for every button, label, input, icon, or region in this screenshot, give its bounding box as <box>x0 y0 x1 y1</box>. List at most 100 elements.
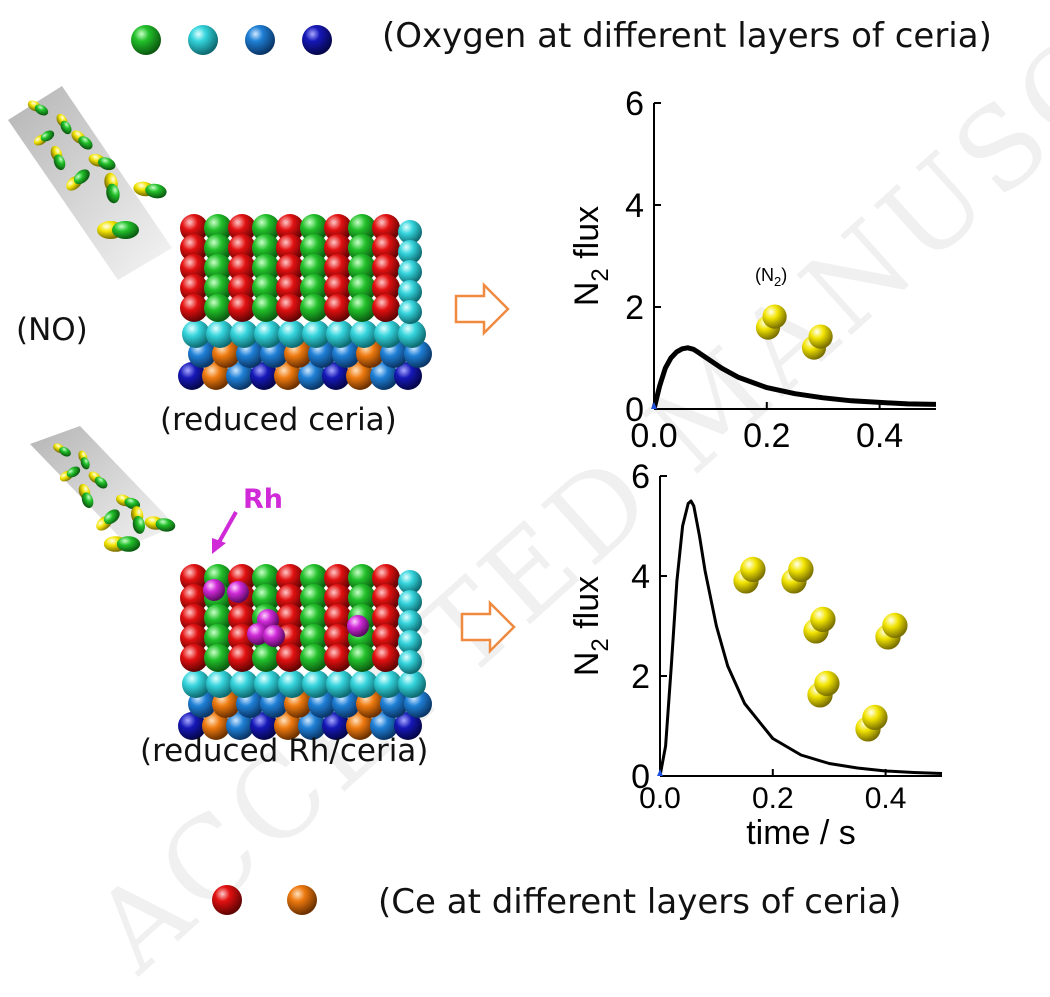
atom <box>204 294 232 322</box>
atom <box>372 294 400 322</box>
no-molecules-bottom <box>53 443 176 552</box>
atom <box>324 644 352 672</box>
atom <box>372 234 400 262</box>
origin-marker <box>657 769 663 776</box>
atom <box>274 362 302 390</box>
atom <box>276 254 304 282</box>
atom <box>300 214 328 242</box>
no-molecule-icon <box>59 466 81 482</box>
atom <box>324 294 352 322</box>
atom <box>398 260 422 284</box>
atom <box>394 712 422 740</box>
atom <box>398 280 422 304</box>
atom <box>326 670 354 698</box>
atom <box>206 320 234 348</box>
y-tick-label: 6 <box>631 458 650 496</box>
arrow-right-icon <box>460 599 516 655</box>
atom <box>300 254 328 282</box>
reduced-rh-ceria-label: (reduced Rh/ceria) <box>140 733 429 769</box>
y-tick-label: 4 <box>631 558 650 596</box>
atom <box>394 362 422 390</box>
no-molecule-icon <box>115 494 141 510</box>
ce-red-icon <box>212 885 242 915</box>
atom <box>348 274 376 302</box>
no-molecule-icon <box>33 130 55 146</box>
atom <box>180 214 208 242</box>
atom <box>230 670 258 698</box>
atom <box>348 254 376 282</box>
atom <box>180 294 208 322</box>
atom <box>300 584 328 612</box>
n2-molecule-label: (N2) <box>755 265 787 289</box>
atom <box>252 274 280 302</box>
atom <box>250 362 278 390</box>
n2-molecule-icon <box>755 304 787 340</box>
n2-flux-chart-bottom: 0 2 4 6 0.0 0.2 0.4 N2 flux time / s <box>568 458 943 852</box>
atom <box>300 294 328 322</box>
atom <box>204 234 232 262</box>
atom <box>302 320 330 348</box>
atom <box>350 670 378 698</box>
atom <box>302 670 330 698</box>
y-tick-label: 0 <box>625 391 644 429</box>
atom <box>370 362 398 390</box>
atom <box>276 584 304 612</box>
n2-molecule-icon <box>801 324 833 360</box>
atom <box>180 624 208 652</box>
no-molecule-icon <box>88 471 108 489</box>
atom <box>348 644 376 672</box>
atom <box>324 234 352 262</box>
oxygen-blue-icon <box>245 25 275 55</box>
atom <box>324 214 352 242</box>
no-molecule-icon <box>66 169 90 191</box>
y-tick-label: 6 <box>625 85 644 123</box>
atom <box>348 294 376 322</box>
x-tick-label: 0.2 <box>752 782 794 815</box>
atom <box>252 254 280 282</box>
n2-molecule-icon <box>803 606 836 644</box>
series-line <box>658 499 943 777</box>
atom <box>398 670 426 698</box>
atom <box>298 362 326 390</box>
atom <box>398 320 426 348</box>
atom <box>374 320 402 348</box>
n2-molecule-icon <box>875 612 908 650</box>
atom <box>398 240 422 264</box>
atom <box>372 274 400 302</box>
reduced-rh-ceria-slab <box>178 564 432 740</box>
atom <box>202 362 230 390</box>
arrow-right-icon <box>454 281 510 337</box>
atom <box>204 624 232 652</box>
no-molecule-icon <box>144 516 176 532</box>
atom <box>372 644 400 672</box>
no-molecule-icon <box>53 443 71 457</box>
atom <box>346 362 374 390</box>
y-tick-label: 0 <box>631 758 650 796</box>
atom <box>398 590 422 614</box>
atom <box>278 320 306 348</box>
chart-y-label: N2 flux <box>568 206 614 306</box>
oxygen-legend-icons <box>131 25 332 55</box>
atom <box>326 320 354 348</box>
y-tick-label: 2 <box>625 289 644 327</box>
ce-legend-icons <box>212 885 317 915</box>
x-tick-label: 0.4 <box>865 782 907 815</box>
reaction-illustration <box>8 86 516 740</box>
rh-arrow-head <box>212 538 226 554</box>
no-molecule-icon <box>50 145 66 171</box>
rh-atom-icon <box>263 625 285 647</box>
atom <box>300 624 328 652</box>
rh-atom-icon <box>347 615 369 637</box>
atom <box>372 604 400 632</box>
x-tick-label: 0.2 <box>743 417 790 455</box>
atom <box>398 570 422 594</box>
atom <box>252 214 280 242</box>
atom <box>322 712 350 740</box>
atom <box>324 564 352 592</box>
atom <box>180 644 208 672</box>
reduced-ceria-slab <box>178 214 432 390</box>
atom <box>180 274 208 302</box>
rh-label: Rh <box>243 484 284 515</box>
atom <box>324 274 352 302</box>
reduced-ceria-label: (reduced ceria) <box>160 402 397 438</box>
